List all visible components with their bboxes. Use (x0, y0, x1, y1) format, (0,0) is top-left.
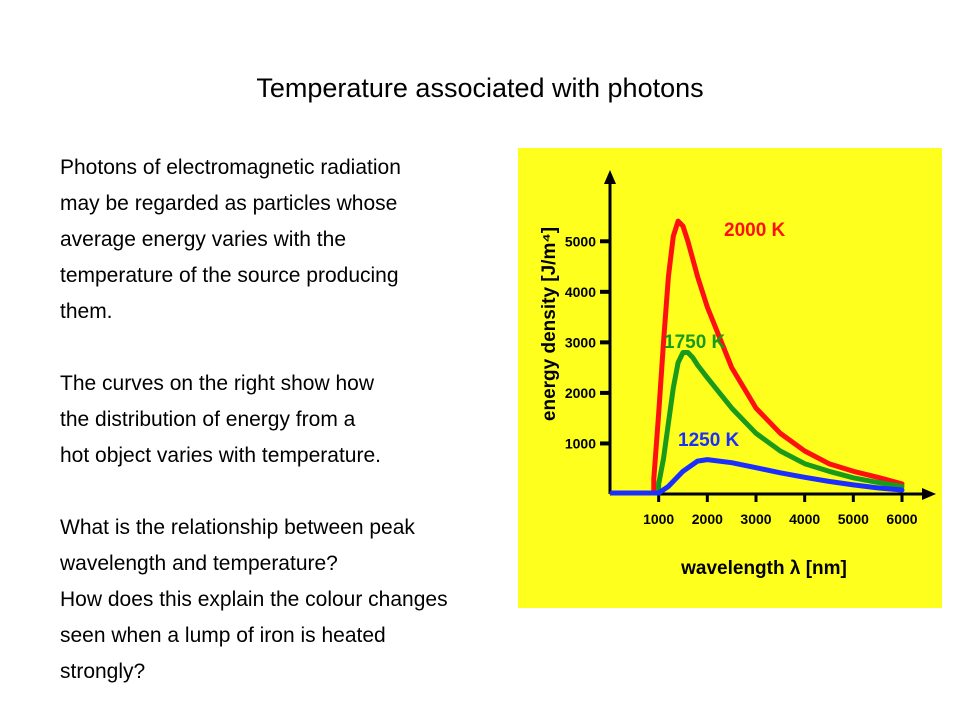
x-tick-label: 3000 (740, 511, 771, 527)
body-text-line: Photons of electromagnetic radiation (60, 156, 401, 179)
y-tick-label: 1000 (565, 435, 596, 451)
x-tick-label: 4000 (789, 511, 820, 527)
series-label: 1250 K (678, 430, 740, 451)
y-tick-label: 4000 (565, 284, 596, 300)
x-tick-label: 6000 (886, 511, 917, 527)
x-axis-arrow (922, 488, 936, 500)
body-text-line: What is the relationship between peak (60, 516, 415, 539)
body-text-line: temperature of the source producing (60, 264, 399, 287)
body-text-line: The curves on the right show how (60, 372, 374, 395)
body-paragraph: What is the relationship between peak wav… (60, 510, 530, 690)
body-text-line: strongly? (60, 660, 146, 683)
x-tick-label: 1000 (643, 511, 674, 527)
body-text-line: them. (60, 300, 113, 323)
blackbody-chart: 1000 2000 3000 4000 5000 1000 2000 3000 4000 5000… (518, 148, 942, 608)
chart-canvas: 1000 2000 3000 4000 5000 1000 2000 3000 4000 5000… (539, 170, 936, 579)
body-text-line: How does this explain the colour changes (60, 588, 448, 611)
series-label: 1750 K (664, 332, 726, 353)
series-curve-1250-k (609, 457, 905, 496)
body-text-line: hot object varies with temperature. (60, 444, 381, 467)
body-text-line: may be regarded as particles whose (60, 192, 398, 215)
body-paragraph: Photons of electromagnetic radiation may … (60, 150, 530, 330)
y-axis-title: energy density [J/m⁴] (539, 227, 560, 421)
x-tick-label: 2000 (692, 511, 723, 527)
y-axis-arrow (604, 170, 616, 184)
series-curve-2000-k (609, 218, 905, 496)
series-label: 2000 K (724, 220, 786, 241)
x-tick-label: 5000 (838, 511, 869, 527)
x-axis-title: wavelength λ [nm] (680, 558, 847, 579)
body-text-line: seen when a lump of iron is heated (60, 624, 386, 647)
body-paragraph: The curves on the right show how the dist… (60, 366, 530, 474)
y-tick-label: 3000 (565, 334, 596, 350)
slide-title: Temperature associated with photons (256, 73, 704, 103)
y-tick-label: 5000 (565, 233, 596, 249)
series-curve-1750-k (609, 350, 905, 496)
body-text-line: the distribution of energy from a (60, 408, 356, 431)
y-tick-label: 2000 (565, 385, 596, 401)
body-text-line: average energy varies with the (60, 228, 346, 251)
slide-body-text: Photons of electromagnetic radiation may … (60, 150, 530, 690)
body-text-line: wavelength and temperature? (60, 552, 338, 575)
